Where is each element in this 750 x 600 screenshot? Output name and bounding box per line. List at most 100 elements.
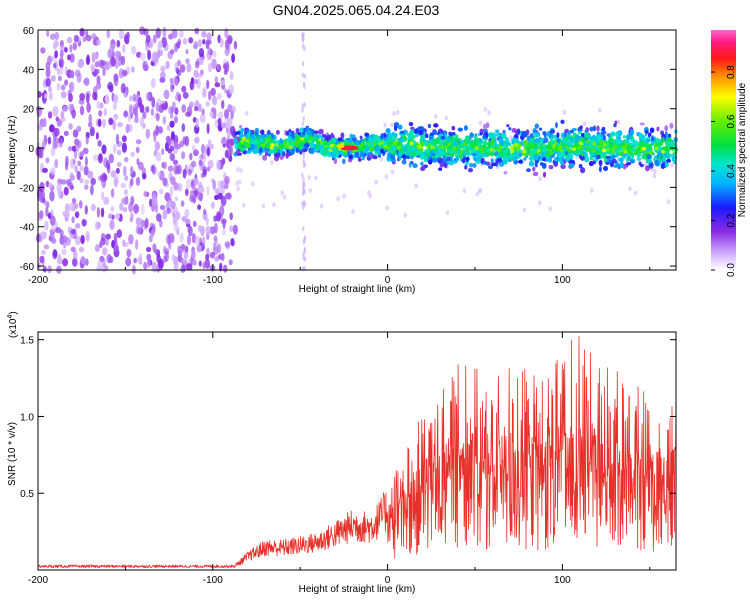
spectrogram-artifact-cell [303,235,307,241]
spectrogram-faint-cell [562,109,567,115]
spectrogram-noise-cell [117,149,122,156]
spectrogram-signal-cell [503,171,508,175]
spectrogram-signal-cell [653,157,657,161]
spectrogram-signal-cell [431,152,436,157]
spectrogram-signal-cell [533,132,539,138]
spectrogram-signal-cell [578,164,583,169]
spectrogram-signal-cell [556,132,560,139]
spectrogram-signal-cell [567,134,573,139]
colorbar-ticks: 0.0 0.2 0.4 0.6 0.8 [711,65,737,277]
spectrogram-artifact-cell [303,73,307,79]
spectrogram-bright-cell [510,145,514,150]
spectrogram-signal-cell [233,137,238,143]
spectrogram-noise-cell [130,178,134,186]
spectrogram-noise-cell [77,60,84,69]
spectrogram-noise-cell [112,102,118,111]
y-tick-label: 1.0 [20,412,34,423]
spectrogram-noise-cell [53,40,59,48]
spectrogram-noise-cell [173,182,179,191]
spectrogram-signal-cell [259,147,263,153]
spectrogram-signal-cell [479,128,484,133]
spectrogram-noise-cell [110,206,115,212]
spectrogram-noise-cell [194,235,200,245]
spectrogram-noise-cell [180,265,186,273]
spectrogram-bright-cell [560,141,565,146]
spectrogram-noise-cell [79,93,86,101]
spectrogram-signal-cell [500,133,506,139]
spectrogram-signal-cell [596,125,600,132]
spectrogram-signal-cell [274,156,279,162]
spectrogram-faint-cell [633,190,638,196]
spectrogram-noise-cell [166,124,171,132]
spectrogram-noise-cell [97,140,102,147]
spectrogram-bright-cell [319,140,324,145]
spectrogram-noise-cell [135,176,141,186]
spectrogram-noise-cell [207,47,212,56]
spectrogram-signal-cell [398,152,403,158]
snr-multiplier-exponent: 4 [7,315,14,319]
spectrogram-signal-cell [437,128,444,135]
spectrogram-noise-cell [182,136,187,145]
spectrogram-signal-cell [359,151,365,157]
spectrogram-signal-cell [491,138,495,145]
spectrogram-noise-cell [184,208,190,218]
spectrogram-faint-cell [282,194,287,200]
spectrogram-signal-cell [391,154,396,161]
spectrogram-signal-cell [606,147,610,152]
spectrogram-noise-cell [160,65,166,72]
spectrogram-noise-cell [135,146,140,154]
spectrogram-faint-cell [280,190,285,196]
spectrogram-noise-cell [79,165,84,172]
spectrogram-noise-cell [75,144,80,152]
spectrogram-signal-cell [318,128,324,135]
spectrogram-signal-cell [522,139,529,146]
spectrogram-noise-cell [233,40,238,50]
spectrogram-signal-cell [391,145,396,152]
spectrogram-noise-cell [50,225,56,232]
spectrogram-noise-cell [171,28,178,39]
spectrogram-bright-cell [328,148,333,153]
spectrogram-noise-cell [109,219,115,230]
spectrogram-noise-cell [145,44,150,52]
spectrogram-noise-cell [195,136,200,144]
spectrogram-noise-cell [215,188,220,195]
spectrogram-noise-cell [55,227,61,234]
spectrogram-noise-cell [202,86,207,95]
spectrogram-noise-cell [74,69,81,77]
spectrogram-signal-cell [636,157,642,161]
spectrogram-noise-cell [94,68,100,75]
spectrogram-noise-cell [46,29,50,37]
spectrogram-noise-cell [55,116,59,122]
spectrogram-signal-cell [534,161,538,168]
spectrogram-signal-cell [431,157,438,163]
spectrogram-noise-cell [155,27,161,39]
spectrogram-noise-cell [165,141,169,152]
spectrogram-noise-cell [185,178,191,190]
spectrogram-noise-cell [214,76,218,83]
spectrogram-panel: -200 -100 0 100 60 40 20 0 -20 -40 -60 Height of … [7,26,679,295]
spectrogram-bright-cell [623,149,628,154]
spectrogram-noise-cell [218,111,224,120]
spectrogram-noise-cell [192,220,197,227]
spectrogram-noise-cell [178,250,183,260]
spectrogram-signal-cell [470,143,476,149]
spectrogram-noise-cell [63,186,69,196]
spectrogram-signal-cell [468,168,473,173]
spectrogram-signal-cell [554,141,559,145]
spectrogram-noise-cell [70,174,75,181]
spectrogram-noise-cell [145,128,151,139]
spectrogram-x-ticks: -200 -100 0 100 [28,30,651,286]
spectrogram-noise-cell [45,77,51,87]
spectrogram-signal-cell [593,125,596,132]
spectrogram-noise-cell [101,191,105,201]
spectrogram-signal-cell [619,162,625,169]
spectrogram-noise-cell [163,255,167,263]
spectrogram-noise-cell [124,189,128,196]
spectrogram-signal-cell [513,137,519,143]
spectrogram-signal-cell [641,154,645,159]
y-tick-label: 1.5 [20,336,34,347]
spectrogram-noise-cell [71,197,77,204]
spectrogram-noise-cell [179,64,186,73]
spectrogram-signal-cell [646,154,652,160]
spectrogram-signal-cell [386,156,392,162]
